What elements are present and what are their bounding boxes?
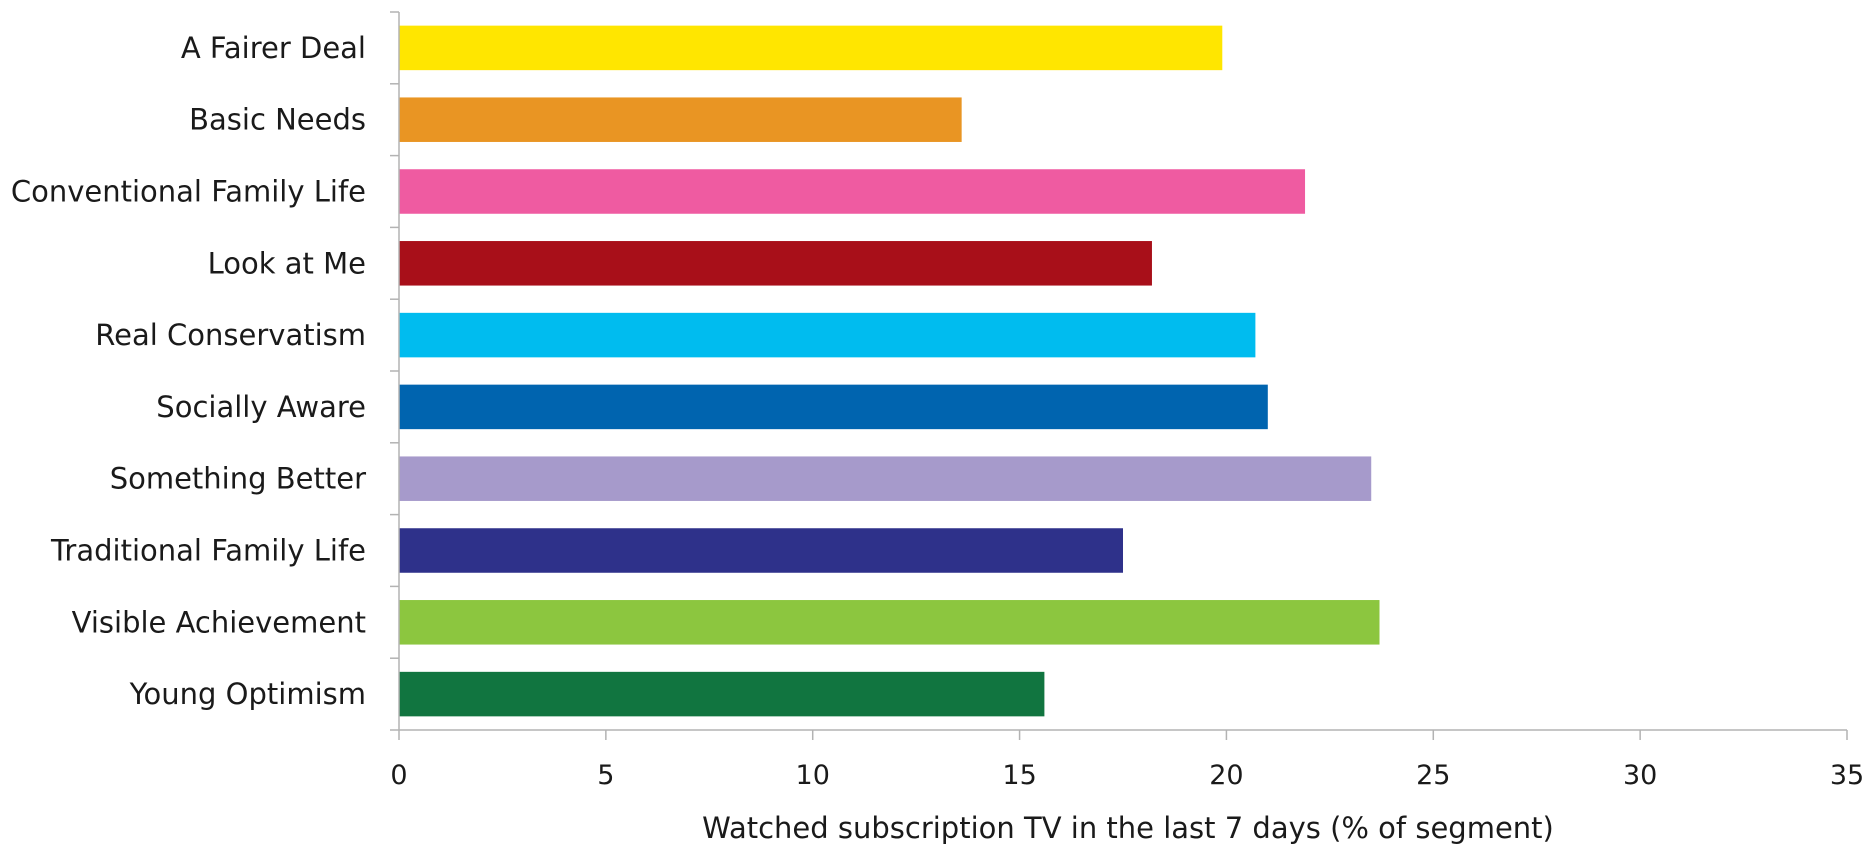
- category-label-look-at-me: Look at Me: [208, 246, 366, 280]
- x-tick-label-0: 0: [390, 760, 407, 791]
- x-tick-label-25: 25: [1416, 760, 1450, 791]
- bar-look-at-me: [399, 241, 1152, 286]
- x-tick-label-15: 15: [1002, 760, 1036, 791]
- bar-conventional-family-life: [399, 169, 1306, 214]
- x-tick-label-20: 20: [1209, 760, 1243, 791]
- x-tick-label-30: 30: [1623, 760, 1657, 791]
- x-tick-label-35: 35: [1830, 760, 1864, 791]
- category-label-visible-achievement: Visible Achievement: [72, 605, 366, 639]
- bar-a-fairer-deal: [399, 25, 1223, 71]
- category-label-young-optimism: Young Optimism: [129, 677, 366, 711]
- category-label-real-conservatism: Real Conservatism: [95, 318, 366, 352]
- category-label-traditional-family-life: Traditional Family Life: [50, 534, 366, 568]
- x-tick-label-5: 5: [597, 760, 614, 791]
- category-label-conventional-family-life: Conventional Family Life: [11, 175, 366, 209]
- axes: [390, 11, 1847, 731]
- x-axis-title: Watched subscription TV in the last 7 da…: [702, 811, 1554, 845]
- bar-young-optimism: [399, 671, 1045, 717]
- bar-something-better: [399, 456, 1372, 501]
- category-label-socially-aware: Socially Aware: [156, 390, 366, 424]
- bar-visible-achievement: [399, 600, 1380, 645]
- bar-basic-needs: [399, 97, 962, 142]
- bar-real-conservatism: [399, 312, 1256, 358]
- category-labels: A Fairer Deal Basic Needs Conventional Fam…: [11, 31, 366, 711]
- category-label-something-better: Something Better: [110, 462, 366, 496]
- x-tick-label-10: 10: [796, 760, 830, 791]
- bars-layer: [399, 25, 1380, 717]
- category-label-a-fairer-deal: A Fairer Deal: [181, 31, 366, 65]
- bar-traditional-family-life: [399, 528, 1123, 573]
- x-axis-ticks: 0 5 10 15 20 25 30 35: [390, 730, 1864, 791]
- category-label-basic-needs: Basic Needs: [189, 103, 366, 137]
- bar-socially-aware: [399, 384, 1268, 430]
